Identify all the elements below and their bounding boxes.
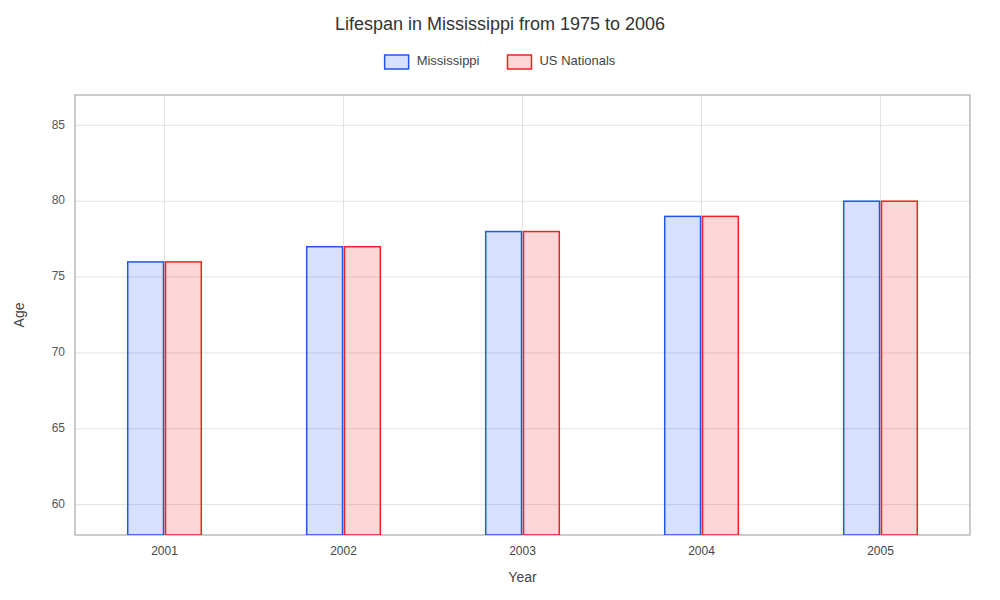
y-tick-label: 65 [52,421,66,435]
x-tick-label: 2001 [151,544,178,558]
x-tick-label: 2002 [330,544,357,558]
y-tick-label: 85 [52,118,66,132]
x-axis-label: Year [508,569,537,585]
x-tick-label: 2004 [688,544,715,558]
bar [128,262,164,535]
bar [882,201,918,535]
y-tick-label: 75 [52,269,66,283]
plot-frame [75,95,970,535]
legend: Mississippi US Nationals [385,53,616,69]
legend-label: US Nationals [539,53,615,68]
bar [524,232,560,535]
title: Lifespan in Mississippi from 1975 to 200… [335,14,665,34]
legend-item: Mississippi [385,53,480,69]
y-tick-label: 80 [52,193,66,207]
bar [345,247,381,535]
y-tick-label: 70 [52,345,66,359]
bar [307,247,343,535]
x-tick-label: 2005 [867,544,894,558]
legend-swatch [385,55,409,69]
bar [844,201,880,535]
y-tick-label: 60 [52,497,66,511]
bar [703,216,739,535]
bar [166,262,202,535]
legend-label: Mississippi [417,53,480,68]
legend-item: US Nationals [507,53,615,69]
bar [665,216,701,535]
x-tick-label: 2003 [509,544,536,558]
y-axis-label: Age [11,302,27,327]
bars [128,201,918,535]
bar [486,232,522,535]
grid [75,95,970,535]
chart: 60 65 70 75 80 85 2001 2002 2003 2004 2005 Lifespan… [0,0,1000,600]
legend-swatch [507,55,531,69]
